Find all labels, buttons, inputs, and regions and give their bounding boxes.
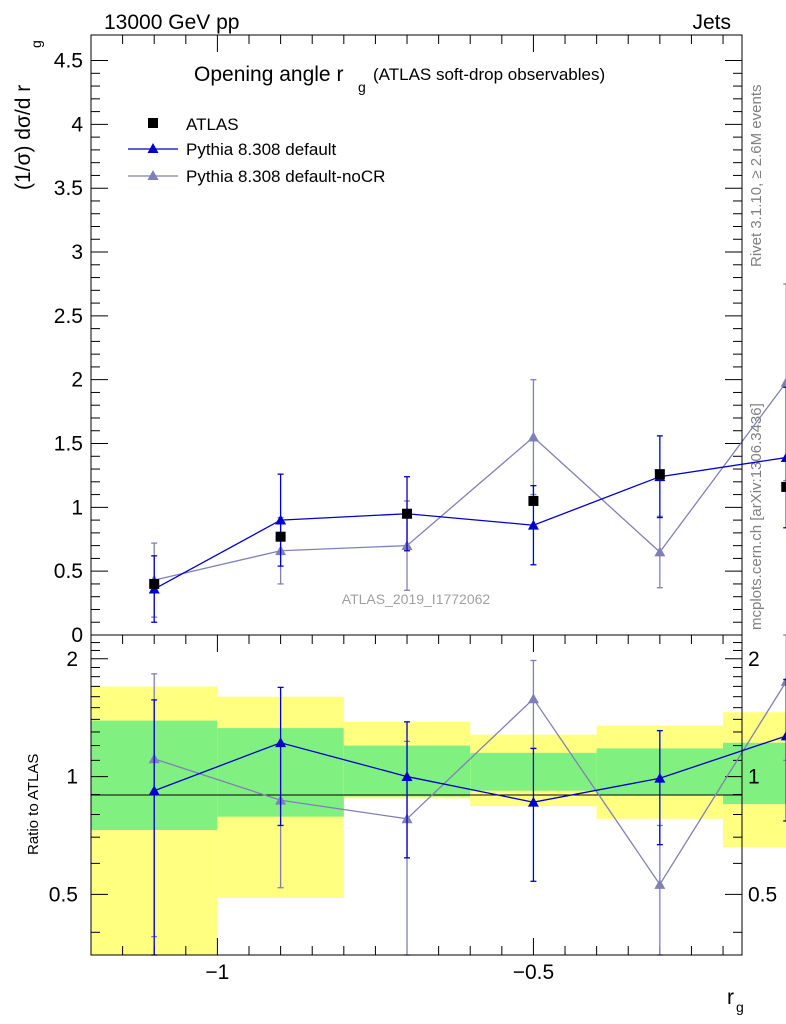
legend-marker-nocr	[147, 170, 159, 180]
main-point-atlas	[654, 469, 665, 480]
ratio-line-pythia-8-308-default	[153, 735, 786, 803]
ratio-series	[148, 634, 786, 956]
header-process: Jets	[692, 11, 731, 34]
main-point-pythia-8-308-default-nocr	[654, 546, 666, 557]
main-point-atlas	[781, 481, 786, 492]
main-point-pythia-8-308-default-nocr	[527, 431, 539, 442]
main-point-atlas	[275, 531, 286, 542]
rivet-label: Rivet 3.1.10, ≥ 2.6M events	[748, 85, 765, 268]
main-point-pythia-8-308-default-nocr	[780, 377, 786, 387]
legend-marker-atlas	[148, 118, 158, 128]
main-point-atlas	[149, 578, 160, 589]
main-title-extra: (ATLAS soft-drop observables)	[373, 65, 605, 84]
ratio-frame	[90, 634, 743, 956]
ratio-point-pythia-8-308-default	[527, 796, 539, 807]
x-axis-label-sub: g	[736, 999, 744, 1015]
ratio-point-pythia-8-308-default	[275, 737, 287, 748]
ratio-panel: 0.5 0.5 1 1 2 2 −1 −0.5 Ratio to ATLAS r g	[25, 634, 786, 1015]
main-ytick-label: 4.5	[54, 50, 83, 73]
ratio-bands	[91, 686, 786, 955]
main-ytick-label: 3	[71, 241, 83, 264]
ratio-ytick-label: 2	[66, 648, 78, 671]
main-ylabel-sub: g	[28, 40, 44, 48]
ratio-ytick-label-right: 1	[748, 766, 760, 789]
main-point-atlas	[528, 495, 539, 506]
main-ytick-label: 3.5	[54, 177, 83, 200]
main-series	[148, 283, 786, 623]
main-ytick-label: 2.5	[54, 305, 83, 328]
mcplots-label: mcplots.cern.ch [arXiv:1306.3436]	[748, 403, 765, 630]
main-y-ticks: 0 0.5 1 1.5 2 2.5 3 3.5 4 4.5	[54, 35, 742, 647]
legend-label-atlas: ATLAS	[186, 115, 239, 134]
ratio-ylabel: Ratio to ATLAS	[25, 754, 42, 855]
ratio-xtick-label: −0.5	[513, 961, 554, 984]
x-axis-label: r	[727, 986, 734, 1009]
ratio-ytick-label: 0.5	[49, 883, 78, 906]
main-ytick-label: 2	[71, 369, 83, 392]
main-ylabel: (1/σ) dσ/d r	[12, 85, 35, 190]
ratio-point-pythia-8-308-default	[654, 772, 666, 783]
ratio-ytick-label-right: 2	[748, 648, 760, 671]
ratio-ticks: 0.5 0.5 1 1 2 2 −1 −0.5	[49, 635, 777, 984]
main-point-pythia-8-308-default	[780, 452, 786, 462]
main-point-atlas	[402, 508, 413, 519]
main-ytick-label: 4	[71, 113, 83, 136]
main-ytick-label: 0.5	[54, 560, 83, 583]
ratio-line-pythia-8-308-default-nocr	[154, 681, 786, 886]
main-line-pythia-8-308-default-nocr	[154, 381, 786, 581]
main-ytick-label: 0	[71, 624, 83, 647]
ratio-point-pythia-8-308-default-nocr	[780, 676, 786, 686]
main-point-pythia-8-308-default	[275, 514, 287, 525]
ratio-point-pythia-8-308-default	[148, 785, 160, 796]
main-title: Opening angle r	[194, 63, 343, 86]
legend-marker-default	[147, 143, 159, 153]
ratio-point-pythia-8-308-default-nocr	[654, 878, 666, 889]
ratio-point-pythia-8-308-default-nocr	[527, 693, 539, 704]
main-title-sub: g	[358, 79, 366, 95]
header-energy: 13000 GeV pp	[104, 11, 239, 34]
ratio-xtick-label: −1	[205, 961, 229, 984]
ratio-ytick-label-right: 0.5	[748, 883, 777, 906]
ratio-point-pythia-8-308-default	[401, 771, 413, 781]
main-panel: 0 0.5 1 1.5 2 2.5 3 3.5 4 4.5 Opening angle r g (…	[12, 34, 786, 647]
legend-label-nocr: Pythia 8.308 default-noCR	[186, 167, 385, 186]
main-point-pythia-8-308-default	[527, 519, 539, 530]
analysis-tag: ATLAS_2019_I1772062	[342, 591, 491, 607]
ratio-point-pythia-8-308-default	[780, 730, 786, 741]
main-ytick-label: 1	[71, 496, 83, 519]
main-ytick-label: 1.5	[54, 433, 83, 456]
main-line-pythia-8-308-default	[153, 456, 786, 590]
legend-label-default: Pythia 8.308 default	[186, 140, 337, 159]
ratio-ytick-label: 1	[66, 766, 78, 789]
legend: ATLAS Pythia 8.308 default Pythia 8.308 …	[128, 115, 385, 186]
